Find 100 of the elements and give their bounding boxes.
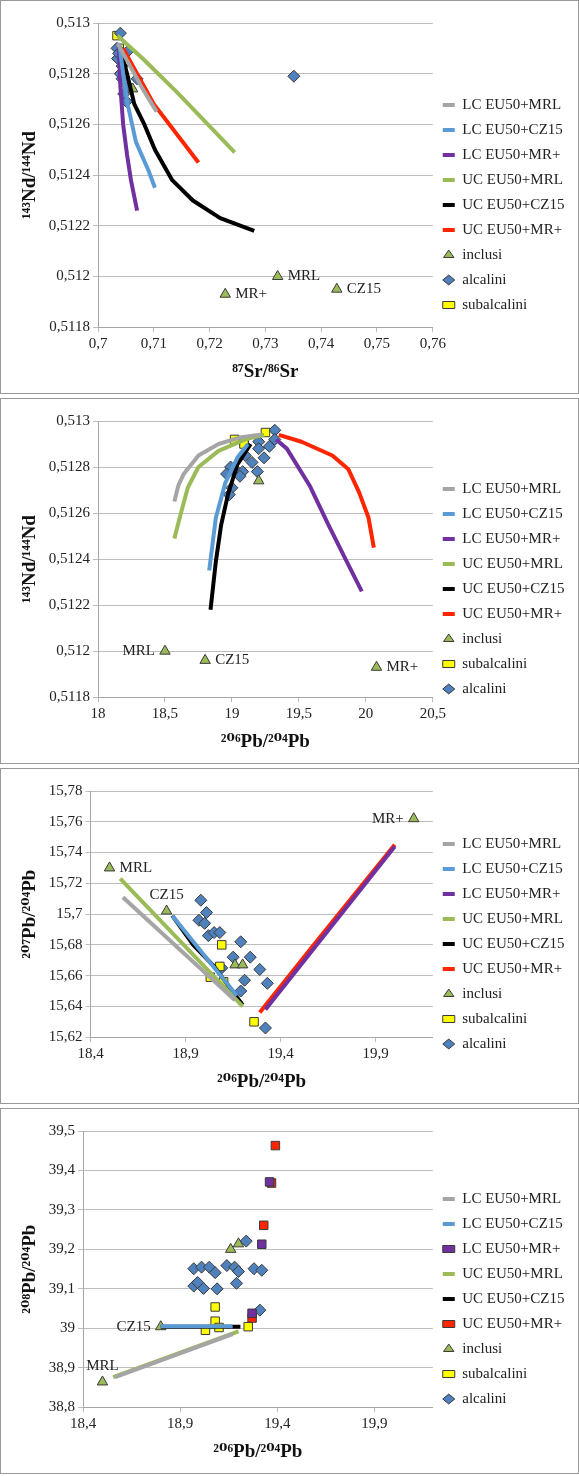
x-axis-title: ²⁰⁶Pb/²⁰⁴Pb (217, 1069, 307, 1091)
x-tick-label: 0,72 (196, 335, 223, 352)
legend-label: LC EU50+MR+ (462, 145, 561, 162)
y-tick-label: 0,5126 (48, 115, 91, 132)
y-tick-label: 0,5118 (49, 318, 91, 335)
x-tick-label: 18,5 (151, 705, 179, 722)
legend-label: UC EU50+MR+ (462, 220, 563, 237)
y-axis-title: ¹⁴³Nd/¹⁴⁴Nd (18, 514, 40, 604)
y-tick-label: 0,512 (56, 642, 91, 659)
x-tick-label: 18,9 (167, 1415, 194, 1432)
x-tick-label: 18 (90, 705, 106, 722)
y-tick-label: 15,7 (56, 905, 84, 922)
y-tick-label: 0,5128 (48, 457, 91, 474)
legend-label: alcalini (462, 270, 507, 287)
x-tick-label: 0,76 (419, 335, 447, 352)
x-axis-title: ²⁰⁶Pb/²⁰⁴Pb (213, 1439, 303, 1461)
y-axis-title: ²⁰⁸Pb/²⁰⁴Pb (18, 1224, 40, 1314)
y-tick-label: 15,66 (48, 966, 84, 983)
x-tick-label: 18,4 (77, 1045, 105, 1062)
legend-label: LC EU50+CZ15 (462, 859, 563, 876)
x-tick-label: 19,9 (361, 1415, 388, 1432)
x-tick-label: 18,9 (172, 1045, 199, 1062)
legend-label: LC EU50+CZ15 (462, 1214, 563, 1231)
y-tick-label: 15,72 (48, 874, 83, 891)
y-tick-label: 0,512 (56, 267, 91, 284)
legend-label: LC EU50+MR+ (462, 529, 561, 546)
y-tick-label: 15,68 (48, 935, 83, 952)
y-tick-label: 15,76 (48, 812, 84, 829)
legend-label: inclusi (462, 245, 503, 262)
legend-label: LC EU50+MRL (462, 1189, 562, 1206)
y-axis-title: ²⁰⁷Pb/²⁰⁴Pb (18, 869, 40, 959)
x-tick-label: 19 (224, 705, 240, 722)
y-tick-label: 15,74 (48, 843, 84, 860)
y-tick-label: 38,9 (48, 1358, 76, 1375)
legend-label: UC EU50+MR+ (462, 959, 563, 976)
y-tick-label: 0,513 (56, 13, 91, 30)
annotation: MR+ (386, 658, 419, 675)
y-tick-label: 0,5124 (48, 166, 91, 183)
x-tick-label: 19,9 (362, 1045, 389, 1062)
legend-label: UC EU50+MRL (462, 909, 563, 926)
y-tick-label: 0,5128 (48, 64, 91, 81)
annotation: MRL (86, 1356, 119, 1373)
x-tick-label: 0,74 (308, 335, 335, 352)
x-axis-title: ⁸⁷Sr/⁸⁶Sr (232, 359, 299, 381)
legend-label: UC EU50+MRL (462, 1264, 563, 1281)
y-tick-label: 39 (60, 1319, 76, 1336)
x-tick-label: 19,5 (285, 705, 312, 722)
legend-label: subalcalini (462, 295, 528, 312)
legend-label: UC EU50+CZ15 (462, 934, 565, 951)
legend-label: alcalini (462, 1389, 507, 1406)
x-tick-label: 0,73 (252, 335, 279, 352)
annotation: MRL (287, 267, 321, 284)
y-tick-label: 0,513 (56, 411, 91, 428)
legend-label: LC EU50+MR+ (462, 884, 561, 901)
x-tick-label: 18,4 (69, 1415, 97, 1432)
legend-label: inclusi (462, 984, 503, 1001)
y-tick-label: 0,5118 (49, 688, 91, 705)
annotation: MRL (122, 642, 155, 659)
y-tick-label: 15,78 (48, 781, 83, 798)
annotation: CZ15 (346, 280, 381, 297)
x-tick-label: 0,71 (140, 335, 167, 352)
x-axis-title: ²⁰⁶Pb/²⁰⁴Pb (220, 729, 310, 751)
x-tick-label: 20,5 (419, 705, 446, 722)
x-tick-label: 19,4 (267, 1045, 295, 1062)
legend-label: UC EU50+CZ15 (462, 195, 565, 212)
legend-label: LC EU50+MRL (462, 479, 562, 496)
legend-label: subalcalini (462, 654, 528, 671)
x-tick-label: 0,7 (88, 335, 108, 352)
annotation: CZ15 (215, 651, 250, 668)
annotation: MR+ (235, 285, 268, 302)
y-tick-label: 39,1 (48, 1279, 76, 1296)
y-tick-label: 39,4 (48, 1161, 76, 1178)
y-tick-label: 15,62 (48, 1028, 83, 1045)
legend-label: UC EU50+CZ15 (462, 1289, 565, 1306)
legend-label: LC EU50+MRL (462, 95, 562, 112)
annotation: CZ15 (149, 885, 184, 902)
legend-label: UC EU50+MRL (462, 170, 563, 187)
legend-label: LC EU50+CZ15 (462, 504, 563, 521)
legend-label: alcalini (462, 1034, 507, 1051)
legend-label: LC EU50+MRL (462, 834, 562, 851)
y-tick-label: 0,5126 (48, 504, 91, 520)
legend-label: UC EU50+CZ15 (462, 579, 565, 596)
x-tick-label: 0,75 (363, 335, 391, 352)
y-tick-label: 0,5124 (48, 550, 91, 567)
x-tick-label: 19,4 (264, 1415, 291, 1432)
legend-label: LC EU50+CZ15 (462, 120, 563, 137)
legend-label: UC EU50+MR+ (462, 604, 563, 621)
legend-label: UC EU50+MR+ (462, 1314, 563, 1331)
y-tick-label: 15,64 (48, 997, 84, 1014)
y-axis-title: ¹⁴³Nd/¹⁴⁴Nd (18, 130, 40, 220)
y-tick-label: 39,5 (48, 1121, 76, 1138)
annotation: MRL (119, 858, 153, 875)
legend-label: alcalini (462, 679, 507, 696)
y-tick-label: 38,8 (48, 1398, 76, 1415)
annotation: CZ15 (116, 1317, 151, 1334)
y-tick-label: 0,5122 (48, 216, 91, 233)
legend-label: subalcalini (462, 1364, 528, 1381)
annotation: MR+ (371, 809, 404, 826)
legend-label: inclusi (462, 1339, 503, 1356)
legend-label: subalcalini (462, 1009, 528, 1026)
